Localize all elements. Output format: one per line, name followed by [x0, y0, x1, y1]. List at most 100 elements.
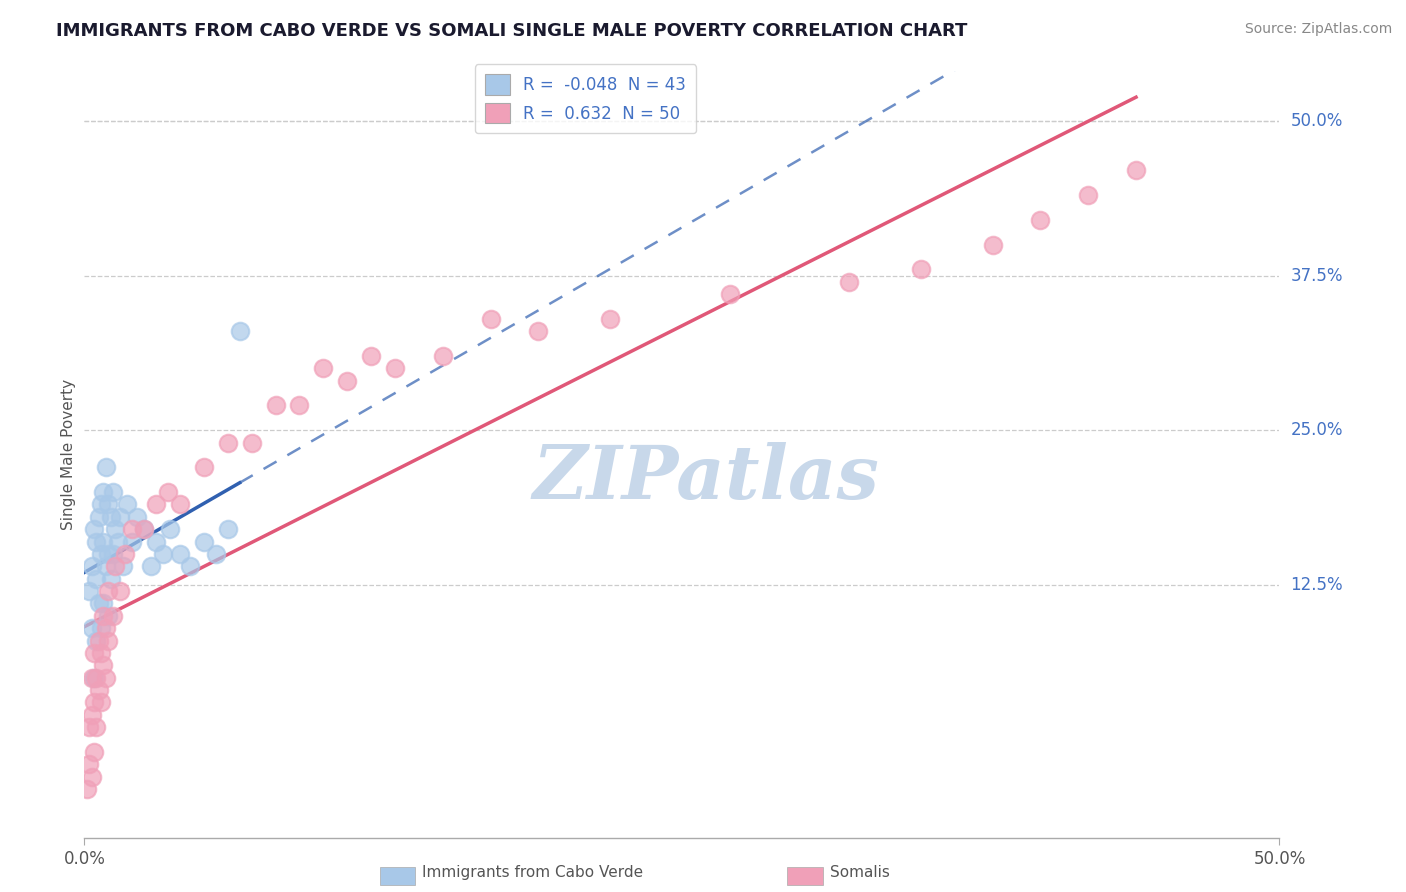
Point [152, 547, 174, 561]
Point [90, 695, 112, 709]
Point [107, 534, 129, 549]
Point [87, 683, 110, 698]
Point [169, 547, 191, 561]
Point [80, 770, 103, 784]
Point [432, 349, 454, 363]
Point [100, 572, 122, 586]
Point [336, 374, 359, 388]
Point [83, 745, 105, 759]
Point [76, 782, 98, 797]
Text: Immigrants from Cabo Verde: Immigrants from Cabo Verde [422, 865, 643, 880]
Point [97, 547, 120, 561]
Point [87, 509, 110, 524]
Point [360, 349, 382, 363]
Point [86, 572, 108, 586]
Text: 50.0%: 50.0% [1291, 112, 1343, 130]
Point [90, 621, 112, 635]
Point [145, 497, 167, 511]
Legend: R =  -0.048  N = 43, R =  0.632  N = 50: R = -0.048 N = 43, R = 0.632 N = 50 [475, 64, 696, 133]
Point [97, 633, 120, 648]
Point [77, 584, 100, 599]
Point [179, 559, 201, 574]
Point [77, 757, 100, 772]
Point [86, 633, 108, 648]
Point [86, 671, 108, 685]
Point [288, 399, 311, 413]
Point [110, 509, 132, 524]
Point [121, 522, 143, 536]
Point [83, 646, 105, 660]
Point [527, 324, 550, 338]
Point [479, 311, 502, 326]
Point [94, 621, 117, 635]
Text: Source: ZipAtlas.com: Source: ZipAtlas.com [1244, 22, 1392, 37]
Point [264, 399, 287, 413]
Point [97, 584, 120, 599]
Point [86, 720, 108, 734]
Point [94, 671, 117, 685]
Point [141, 559, 163, 574]
Point [93, 534, 115, 549]
Text: 12.5%: 12.5% [1291, 576, 1343, 594]
Point [114, 547, 136, 561]
Point [97, 608, 120, 623]
Point [101, 608, 124, 623]
Point [599, 311, 621, 326]
Text: ZIPatlas: ZIPatlas [533, 442, 879, 514]
Text: 25.0%: 25.0% [1291, 421, 1343, 439]
Text: 37.5%: 37.5% [1291, 267, 1343, 285]
Point [132, 522, 156, 536]
Point [157, 485, 180, 500]
Point [87, 633, 110, 648]
Point [90, 497, 112, 511]
Point [193, 460, 215, 475]
Point [910, 262, 932, 277]
Point [93, 658, 115, 673]
Point [80, 559, 103, 574]
Point [80, 621, 103, 635]
Point [110, 584, 132, 599]
Point [93, 596, 115, 610]
Point [104, 522, 127, 536]
Point [111, 559, 134, 574]
Text: Somalis: Somalis [830, 865, 890, 880]
Point [90, 547, 112, 561]
Point [93, 485, 115, 500]
Point [83, 671, 105, 685]
Point [159, 522, 181, 536]
Point [87, 596, 110, 610]
Point [94, 460, 117, 475]
Point [1125, 163, 1147, 178]
Point [1029, 212, 1052, 227]
Point [1077, 188, 1099, 202]
Point [117, 497, 139, 511]
Point [104, 559, 127, 574]
Point [240, 435, 263, 450]
Point [193, 534, 215, 549]
Point [145, 534, 167, 549]
Text: IMMIGRANTS FROM CABO VERDE VS SOMALI SINGLE MALE POVERTY CORRELATION CHART: IMMIGRANTS FROM CABO VERDE VS SOMALI SIN… [56, 22, 967, 40]
Point [93, 608, 115, 623]
Point [83, 522, 105, 536]
Point [132, 522, 156, 536]
Point [229, 324, 252, 338]
Point [312, 361, 335, 376]
Point [205, 547, 228, 561]
Y-axis label: Single Male Poverty: Single Male Poverty [60, 379, 76, 531]
Point [90, 646, 112, 660]
Point [121, 534, 143, 549]
Point [125, 509, 148, 524]
Point [97, 497, 120, 511]
Point [94, 559, 117, 574]
Point [80, 707, 103, 722]
Point [718, 287, 741, 301]
Point [981, 237, 1004, 252]
Point [384, 361, 406, 376]
Point [217, 522, 239, 536]
Point [77, 720, 100, 734]
Point [86, 534, 108, 549]
Point [169, 497, 191, 511]
Point [217, 435, 239, 450]
Point [101, 485, 124, 500]
Point [80, 671, 103, 685]
